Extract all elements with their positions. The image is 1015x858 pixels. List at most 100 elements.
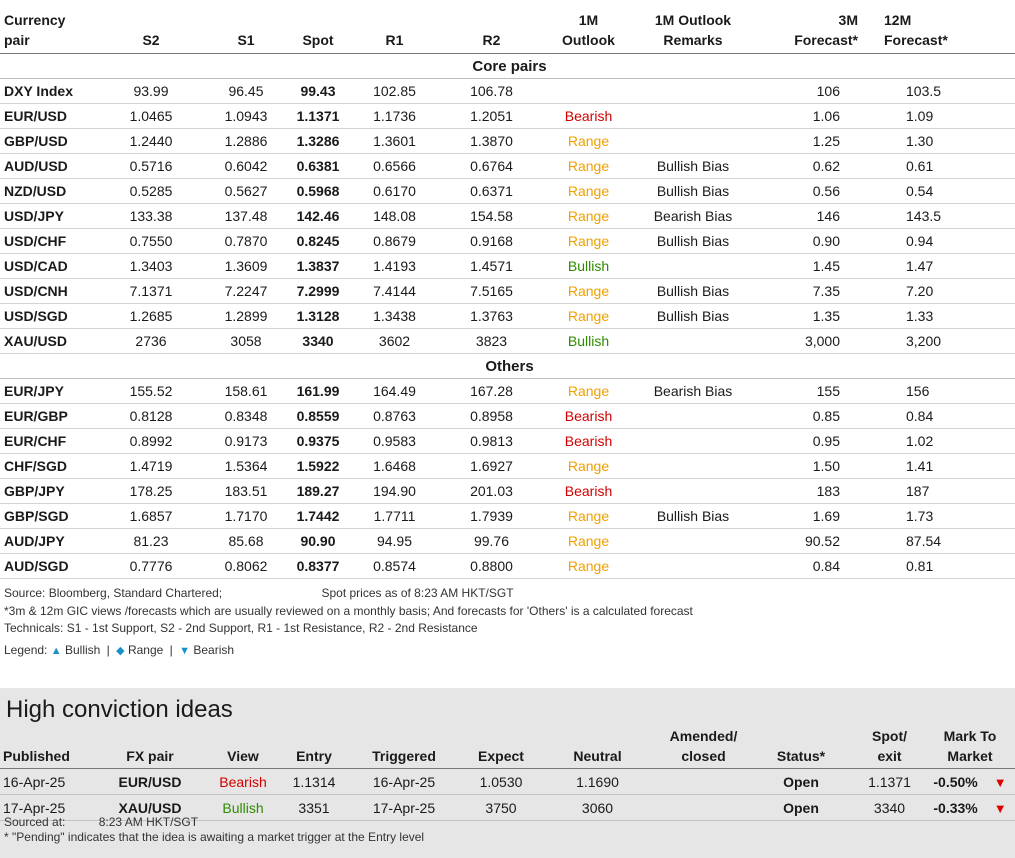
r1-cell: 1.3438 [373,308,416,324]
hc-published-cell: 16-Apr-25 [3,773,66,790]
outlook-cell: Range [567,158,610,174]
high-conviction-title: High conviction ideas [6,696,233,723]
forecast-3m-cell: 0.95 [812,433,840,449]
spot-cell: 0.8559 [296,408,340,424]
r1-cell: 7.4144 [373,283,416,299]
spot-cell: 1.7442 [296,508,340,524]
table-row: USD/JPY 133.38 137.48 142.46 148.08 154.58 Ran… [0,204,1015,229]
forecast-12m-cell: 1.41 [906,458,934,474]
s2-cell: 1.6857 [129,508,173,524]
pair-cell: USD/SGD [4,308,68,324]
forecast-12m-cell: 103.5 [906,83,942,99]
remarks-cell: Bullish Bias [656,308,730,324]
s2-cell: 0.8128 [129,408,173,424]
triangle-down-icon: ▼ [993,800,1007,816]
hc-header-neutral: Neutral [573,748,622,764]
header-1m-remarks: 1M Outlook Remarks [654,12,732,48]
hc-mtm-cell: -0.50% ▼ [925,769,1015,795]
table-row: GBP/SGD 1.6857 1.7170 1.7442 1.7711 1.7939 Ran… [0,504,1015,529]
outlook-cell: Bullish [567,258,610,274]
table-row: EUR/JPY 155.52 158.61 161.99 164.49 167.28 Ran… [0,379,1015,404]
r1-cell: 94.95 [376,533,413,549]
remarks-cell [637,104,749,129]
spot-cell: 7.2999 [296,283,340,299]
r2-cell: 0.9168 [470,233,513,249]
r1-cell: 0.8679 [373,233,416,249]
technicals-note: Technicals: S1 - 1st Support, S2 - 2nd S… [4,621,478,635]
hc-neutral-cell: 3060 [581,799,614,816]
r1-cell: 0.9583 [373,433,416,449]
fx-table-body: Core pairs DXY Index 93.99 96.45 99.43 102.85… [0,54,1015,579]
header-spot: Spot [302,32,334,48]
hc-view-cell: Bearish [219,773,267,790]
table-row: DXY Index 93.99 96.45 99.43 102.85 106.78 106 1… [0,79,1015,104]
pair-cell: USD/CAD [4,258,68,274]
remarks-cell [637,529,749,554]
s1-cell: 0.6042 [224,158,268,174]
section-title: Core pairs [472,57,547,75]
outlook-cell: Bearish [564,433,613,449]
table-row: AUD/SGD 0.7776 0.8062 0.8377 0.8574 0.8800 Ran… [0,554,1015,579]
hc-triggered-cell: 17-Apr-25 [372,799,436,816]
spot-cell: 1.5922 [296,458,340,474]
forecast-3m-cell: 146 [816,208,840,224]
fx-header-row: Currency pair S2 S1 Spot R1 R2 1M Outlook … [0,0,1015,54]
hc-expect-cell: 1.0530 [479,773,523,790]
s1-cell: 158.61 [224,383,268,399]
forecast-12m-cell: 1.33 [906,308,934,324]
hc-header-triggered: Triggered [372,748,436,764]
outlook-cell: Range [567,558,610,574]
r2-cell: 201.03 [470,483,513,499]
r1-cell: 0.6566 [373,158,416,174]
hc-table-row: 17-Apr-25 XAU/USD Bullish 3351 17-Apr-25 3750… [0,795,1015,821]
legend: Legend: ▲ Bullish | ◆ Range | ▼ Bearish [4,642,693,661]
legend-label: Legend: [4,642,48,657]
remarks-cell: Bullish Bias [656,508,730,524]
pair-cell: GBP/SGD [4,508,69,524]
hc-spot-cell: 3340 [873,799,906,816]
legend-bearish: Bearish [193,642,235,657]
outlook-cell: Range [567,283,610,299]
table-row: GBP/USD 1.2440 1.2886 1.3286 1.3601 1.3870 Ran… [0,129,1015,154]
hc-published-cell: 17-Apr-25 [3,799,66,816]
s1-cell: 7.2247 [224,283,268,299]
forecast-12m-cell: 1.02 [906,433,934,449]
forecast-3m-cell: 0.62 [812,158,840,174]
r2-cell: 7.5165 [470,283,513,299]
r1-cell: 164.49 [373,383,416,399]
remarks-cell: Bearish Bias [653,208,733,224]
mtm-value: -0.50% [933,773,978,790]
remarks-cell [637,254,749,279]
spot-cell: 0.8377 [296,558,340,574]
hc-header-published: Published [3,748,70,764]
sourced-time: 8:23 AM HKT/SGT [98,815,199,829]
section-title: Others [485,357,534,375]
header-1m-outlook: 1M Outlook [562,12,615,48]
s1-cell: 0.8348 [224,408,268,424]
legend-bullish: Bullish [64,642,101,657]
forecast-3m-cell: 1.06 [812,108,840,124]
s2-cell: 1.3403 [129,258,173,274]
r1-cell: 194.90 [373,483,416,499]
legend-separator: | [106,642,110,657]
r2-cell: 1.2051 [470,108,513,124]
forecast-12m-cell: 1.30 [906,133,934,149]
spot-cell: 0.5968 [296,183,340,199]
hc-spot-cell: 1.1371 [868,773,911,790]
remarks-cell [637,329,749,354]
r2-cell: 106.78 [470,83,513,99]
r2-cell: 154.58 [470,208,513,224]
spot-cell: 1.3128 [296,308,340,324]
header-s2: S2 [142,32,160,48]
table-row: EUR/GBP 0.8128 0.8348 0.8559 0.8763 0.8958 Bea… [0,404,1015,429]
hc-header-expect: Expect [478,748,524,764]
hc-pair-cell: XAU/USD [118,799,182,816]
forecast-12m-cell: 3,200 [906,333,942,349]
hc-status-cell: Open [783,799,819,816]
r1-cell: 1.7711 [373,508,416,524]
s2-cell: 133.38 [129,208,173,224]
section-header-row: Others [0,354,1015,379]
hc-entry-cell: 3351 [298,799,330,816]
forecast-12m-cell: 187 [906,483,930,499]
remarks-cell: Bullish Bias [656,233,730,249]
